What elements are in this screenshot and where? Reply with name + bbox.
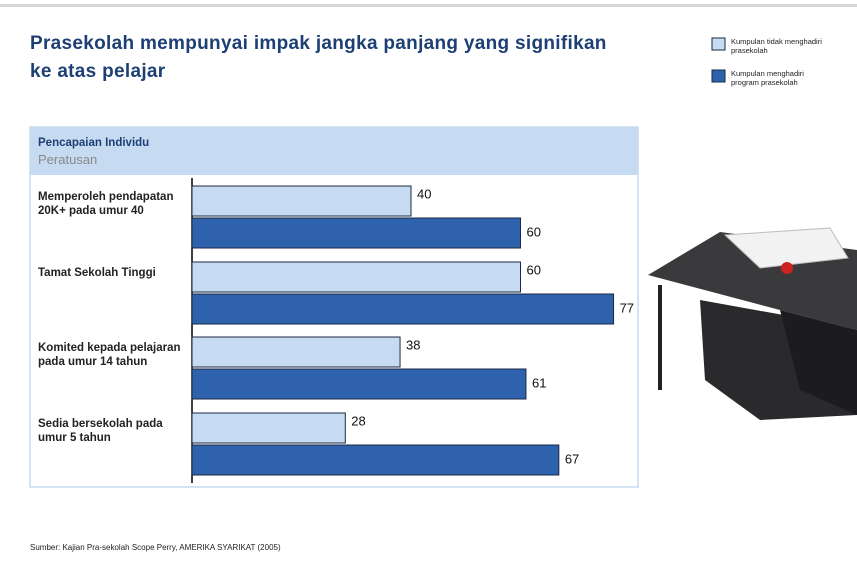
chart-title: Prasekolah mempunyai impak jangka panjan… (30, 30, 630, 86)
bar (192, 186, 411, 216)
bar (192, 218, 521, 248)
bar (192, 294, 614, 324)
legend-label: Kumpulan tidak menghadiri prasekolah (731, 37, 831, 55)
category-label: Tamat Sekolah Tinggi (38, 266, 188, 280)
top-rule (0, 4, 857, 7)
value-label: 28 (351, 413, 365, 428)
value-label: 67 (565, 451, 579, 466)
value-label: 60 (527, 224, 541, 239)
source-note: Sumber: Kajian Pra-sekolah Scope Perry, … (30, 543, 281, 552)
category-label: Sedia bersekolah pada umur 5 tahun (38, 417, 188, 445)
bar (192, 413, 345, 443)
bar (192, 337, 400, 367)
page: 40 60 60 77 38 61 28 67 Prasekolah mempunyai im… (0, 0, 857, 565)
legend-swatch (712, 70, 725, 82)
header-band (30, 127, 638, 175)
cap-illustration (648, 228, 857, 420)
value-label: 38 (406, 337, 420, 352)
value-label: 40 (417, 186, 431, 201)
value-label: 61 (532, 375, 546, 390)
panel-header: Pencapaian Individu (38, 137, 149, 149)
category-label: Memperoleh pendapatan 20K+ pada umur 40 (38, 190, 188, 218)
value-label: 60 (527, 262, 541, 277)
value-label: 77 (620, 300, 634, 315)
bar (192, 445, 559, 475)
bar (192, 262, 521, 292)
legend-swatch (712, 38, 725, 50)
category-label: Komited kepada pelajaran pada umur 14 ta… (38, 341, 188, 369)
panel-subheader: Peratusan (38, 152, 97, 167)
bar (192, 369, 526, 399)
legend-label: Kumpulan menghadiri program prasekolah (731, 69, 831, 87)
